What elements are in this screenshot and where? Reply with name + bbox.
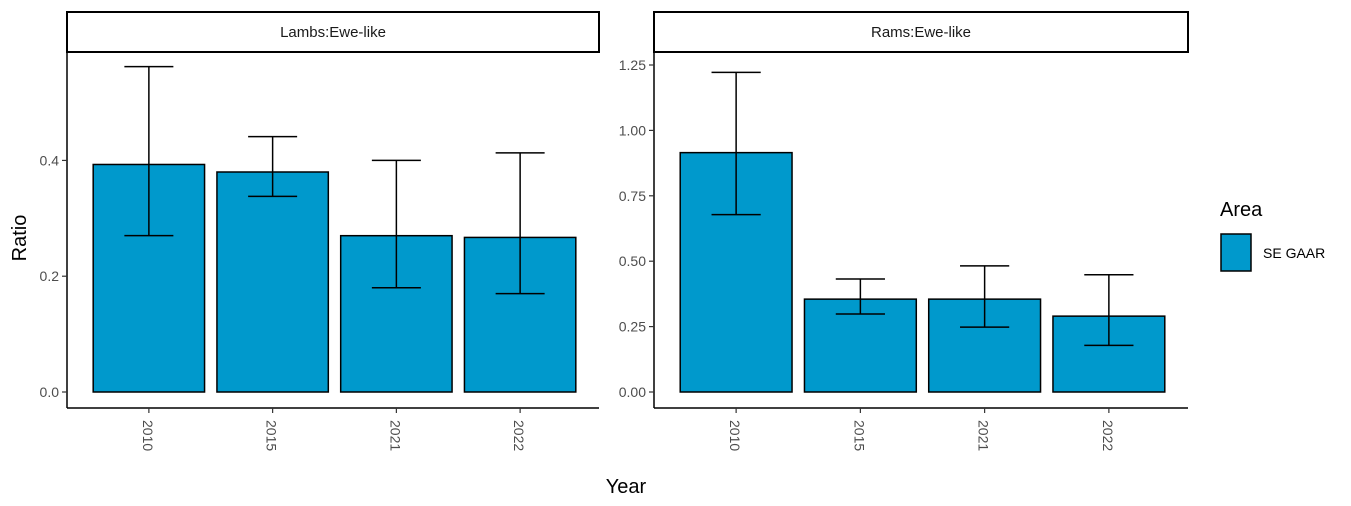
- y-tick-label: 0.2: [40, 268, 60, 284]
- y-tick-label: 0.25: [619, 319, 646, 335]
- y-tick-label: 1.25: [619, 57, 646, 73]
- y-tick-label: 0.4: [40, 152, 60, 168]
- facet-strip-label-lambs-ewe-like: Lambs:Ewe-like: [280, 24, 386, 41]
- x-axis-title: Year: [606, 476, 647, 498]
- y-tick-label: 0.0: [40, 384, 60, 400]
- bar-lambs-ewe-like-2015: [216, 171, 330, 393]
- facet-lambs-ewe-like: Lambs:Ewe-like 0.0 0.2 0.4 2010 2015 2021 2022: [40, 11, 600, 451]
- y-tick-label: 0.00: [619, 384, 646, 400]
- facet-strip-lambs-ewe-like: [66, 11, 600, 53]
- y-axis-title: Ratio: [9, 215, 31, 262]
- legend: Area SE GAAR: [1220, 199, 1325, 272]
- x-tick-label: 2022: [511, 420, 527, 451]
- y-tick-label: 0.75: [619, 188, 646, 204]
- legend-key-se-gaar: [1220, 233, 1252, 272]
- x-tick-label: 2022: [1100, 420, 1116, 451]
- y-tick-label: 0.50: [619, 253, 646, 269]
- legend-label-se-gaar: SE GAAR: [1263, 245, 1325, 261]
- x-tick-label: 2010: [140, 420, 156, 451]
- x-tick-label: 2021: [976, 420, 992, 451]
- y-tick-label: 1.00: [619, 122, 646, 138]
- legend-title: Area: [1220, 199, 1263, 221]
- x-tick-label: 2010: [727, 420, 743, 451]
- facet-strip-label-rams-ewe-like: Rams:Ewe-like: [871, 24, 971, 41]
- facet-strip-rams-ewe-like: [653, 11, 1189, 53]
- x-tick-label: 2015: [264, 420, 280, 451]
- x-tick-label: 2021: [387, 420, 403, 451]
- bar-lambs-ewe-like-2010: [92, 163, 206, 393]
- facet-rams-ewe-like: Rams:Ewe-like 0.00 0.25 0.50 0.75 1.00 1.25 201…: [619, 11, 1189, 451]
- x-tick-label: 2015: [851, 420, 867, 451]
